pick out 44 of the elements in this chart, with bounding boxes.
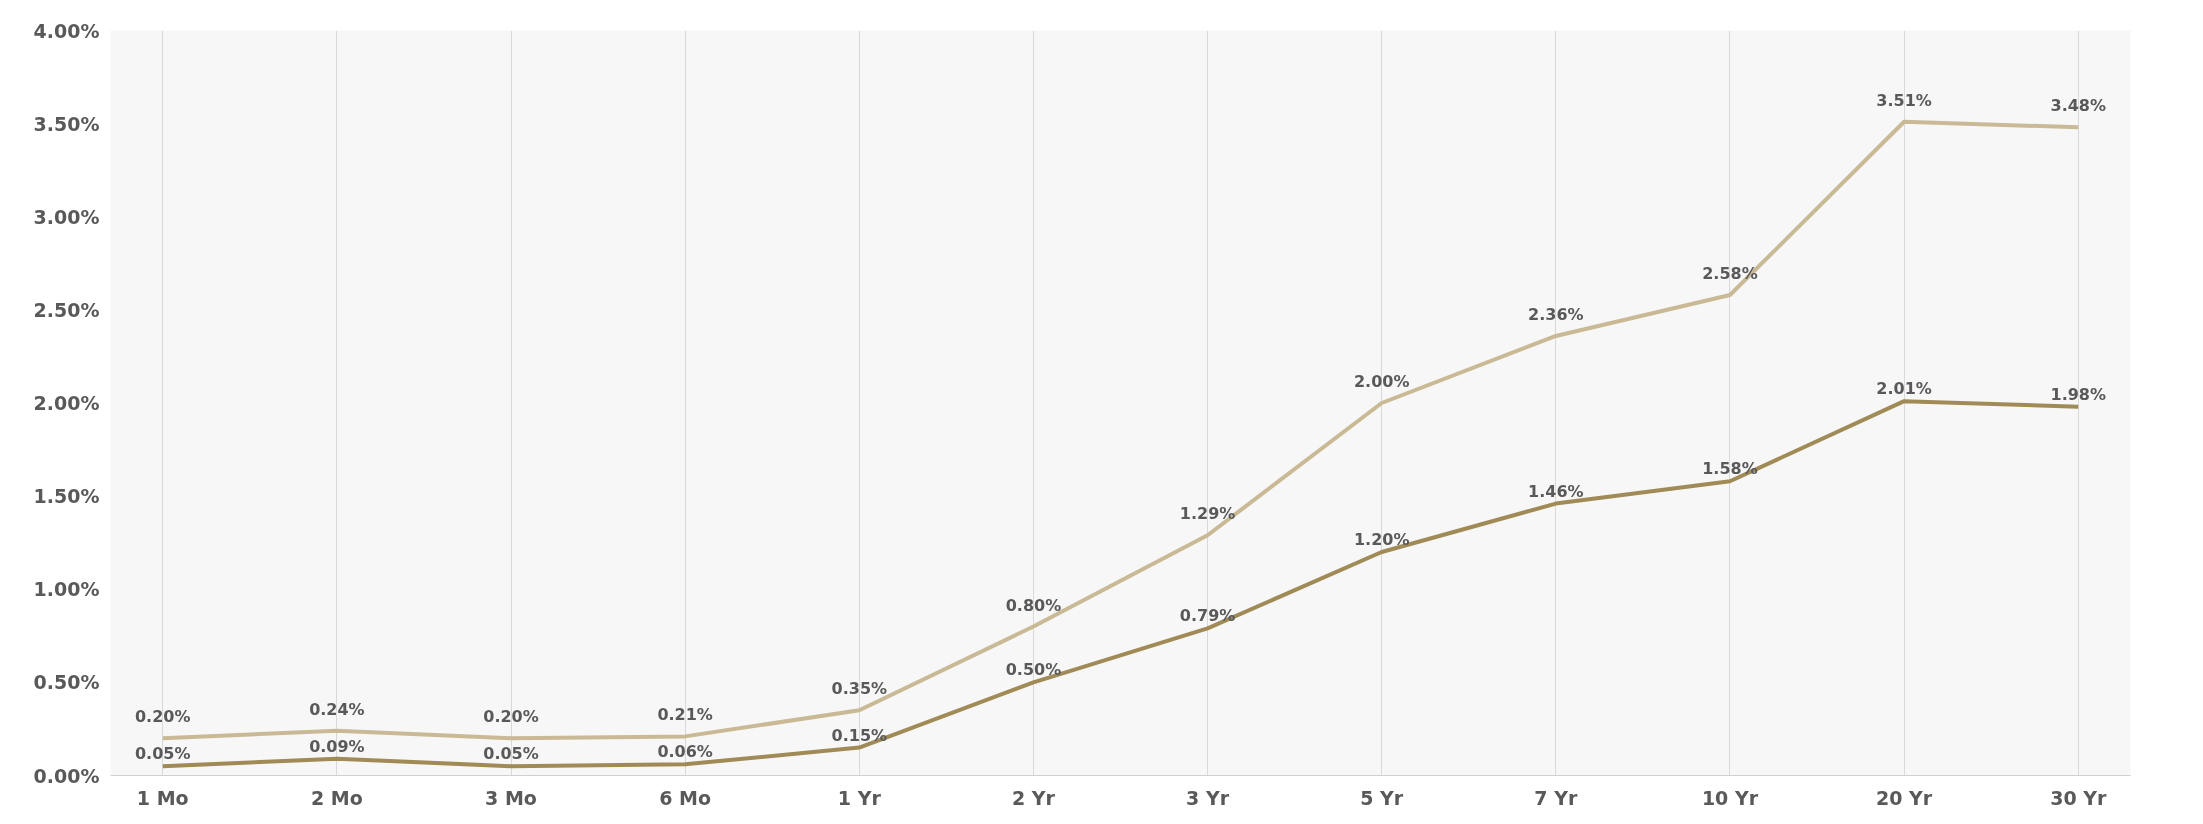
x-tick-label: 3 Yr — [1186, 786, 1230, 809]
x-tick-label: 7 Yr — [1534, 786, 1578, 809]
x-tick-label: 2 Mo — [310, 786, 363, 809]
data-label: 0.35% — [831, 679, 888, 699]
y-tick-label: 1.50% — [33, 485, 100, 508]
data-label: 0.05% — [483, 744, 539, 764]
y-tick-label: 3.50% — [33, 112, 100, 135]
data-label: 0.20% — [483, 707, 539, 727]
x-tick-label: 1 Yr — [837, 786, 882, 809]
data-label: 1.20% — [1353, 530, 1410, 549]
data-label: 1.46% — [1528, 481, 1584, 501]
data-label: 3.48% — [2050, 96, 2107, 116]
data-label: 0.50% — [1005, 660, 1062, 680]
data-label: 0.06% — [657, 742, 713, 762]
data-label: 0.09% — [309, 736, 365, 756]
data-label: 0.21% — [657, 705, 713, 725]
data-label: 3.51% — [1876, 90, 1932, 110]
data-label: 2.00% — [1353, 372, 1410, 391]
data-label: 0.24% — [309, 699, 365, 719]
x-tick-label: 2 Yr — [1011, 786, 1056, 809]
x-tick-label: 20 Yr — [1876, 786, 1933, 809]
y-tick-label: 2.50% — [33, 298, 100, 321]
data-label: 0.20% — [134, 707, 191, 727]
y-tick-label: 1.00% — [33, 578, 100, 601]
y-tick-label: 0.00% — [33, 764, 100, 787]
data-label: 0.05% — [134, 744, 191, 764]
x-tick-label: 30 Yr — [2050, 786, 2107, 809]
y-tick-label: 2.00% — [33, 392, 100, 414]
data-label: 0.80% — [1005, 595, 1062, 615]
y-tick-label: 4.00% — [33, 19, 100, 42]
data-label: 0.15% — [831, 725, 888, 745]
data-label: 1.98% — [2050, 384, 2107, 404]
data-label: 1.58% — [1702, 459, 1758, 479]
x-tick-label: 5 Yr — [1360, 786, 1404, 809]
data-label: 2.36% — [1528, 304, 1584, 324]
data-label: 2.01% — [1876, 379, 1932, 399]
x-tick-label: 6 Mo — [659, 786, 712, 809]
x-tick-label: 10 Yr — [1701, 786, 1759, 809]
data-label: 1.29% — [1179, 504, 1236, 524]
x-tick-label: 3 Mo — [485, 786, 537, 809]
y-tick-label: 3.00% — [33, 205, 100, 228]
x-tick-label: 1 Mo — [136, 786, 189, 809]
y-tick-label: 0.50% — [33, 671, 100, 694]
data-label: 0.79% — [1179, 606, 1236, 626]
